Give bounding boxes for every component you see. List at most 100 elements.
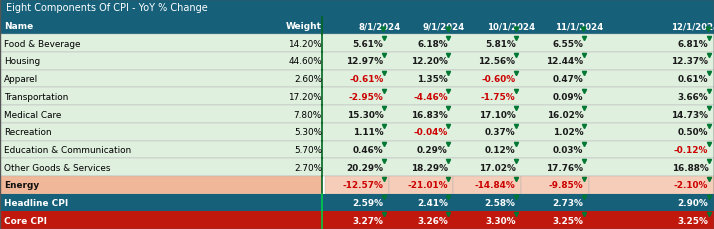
Text: 12.20%: 12.20% — [411, 57, 448, 66]
Text: Eight Components Of CPI - YoY % Change: Eight Components Of CPI - YoY % Change — [6, 3, 208, 14]
Text: 11/1/2024: 11/1/2024 — [555, 22, 603, 31]
Text: 12.97%: 12.97% — [346, 57, 383, 66]
Text: Education & Communication: Education & Communication — [4, 145, 131, 154]
Text: 0.03%: 0.03% — [553, 145, 583, 154]
Text: 0.09%: 0.09% — [553, 93, 583, 101]
Text: 0.50%: 0.50% — [678, 128, 708, 136]
Bar — [0, 141, 714, 158]
Bar — [589, 176, 714, 194]
Text: 6.18%: 6.18% — [417, 40, 448, 49]
Text: 0.61%: 0.61% — [678, 75, 708, 84]
Text: 0.46%: 0.46% — [353, 145, 383, 154]
Text: 1.35%: 1.35% — [417, 75, 448, 84]
Text: -0.60%: -0.60% — [481, 75, 516, 84]
Text: Core CPI: Core CPI — [4, 216, 47, 225]
Text: 6.55%: 6.55% — [553, 40, 583, 49]
Text: 9/1/2024: 9/1/2024 — [423, 22, 465, 31]
Bar — [0, 211, 714, 229]
Text: -2.10%: -2.10% — [674, 180, 708, 189]
Text: 15.30%: 15.30% — [347, 110, 383, 119]
Text: 12.44%: 12.44% — [546, 57, 583, 66]
Text: 5.70%: 5.70% — [294, 145, 322, 154]
Bar — [0, 0, 714, 18]
Text: Medical Care: Medical Care — [4, 110, 61, 119]
Text: Recreation: Recreation — [4, 128, 52, 136]
Text: 1.11%: 1.11% — [353, 128, 383, 136]
Text: 0.29%: 0.29% — [417, 145, 448, 154]
Bar — [0, 194, 714, 211]
Text: -12.57%: -12.57% — [343, 180, 383, 189]
Text: 14.20%: 14.20% — [288, 40, 322, 49]
Text: 16.83%: 16.83% — [411, 110, 448, 119]
Text: -0.04%: -0.04% — [413, 128, 448, 136]
Text: Food & Beverage: Food & Beverage — [4, 40, 81, 49]
Text: 3.66%: 3.66% — [678, 93, 708, 101]
Text: -0.61%: -0.61% — [349, 75, 383, 84]
Text: Transportation: Transportation — [4, 93, 69, 101]
Text: 2.90%: 2.90% — [678, 198, 708, 207]
Bar — [0, 35, 714, 53]
Text: Weight: Weight — [286, 22, 322, 31]
Text: 2.59%: 2.59% — [353, 198, 383, 207]
Bar — [0, 88, 714, 106]
Text: 3.27%: 3.27% — [353, 216, 383, 225]
Text: 2.58%: 2.58% — [485, 198, 516, 207]
Text: 44.60%: 44.60% — [288, 57, 322, 66]
Text: 5.61%: 5.61% — [353, 40, 383, 49]
Text: 2.60%: 2.60% — [294, 75, 322, 84]
Text: Other Goods & Services: Other Goods & Services — [4, 163, 111, 172]
Text: 1.02%: 1.02% — [553, 128, 583, 136]
Text: 17.10%: 17.10% — [479, 110, 516, 119]
Text: -4.46%: -4.46% — [413, 93, 448, 101]
Text: 5.30%: 5.30% — [294, 128, 322, 136]
Text: 3.30%: 3.30% — [485, 216, 516, 225]
Text: 17.76%: 17.76% — [546, 163, 583, 172]
Text: 8/1/2024: 8/1/2024 — [358, 22, 401, 31]
Bar — [453, 176, 521, 194]
Bar — [0, 71, 714, 88]
Text: 0.37%: 0.37% — [485, 128, 516, 136]
Bar — [0, 176, 322, 194]
Text: -0.12%: -0.12% — [674, 145, 708, 154]
Text: 12.37%: 12.37% — [671, 57, 708, 66]
Text: 17.20%: 17.20% — [288, 93, 322, 101]
Text: Name: Name — [4, 22, 34, 31]
Text: 3.25%: 3.25% — [678, 216, 708, 225]
Text: 16.02%: 16.02% — [547, 110, 583, 119]
Text: Energy: Energy — [4, 180, 39, 189]
Bar — [0, 106, 714, 123]
Bar — [389, 176, 453, 194]
Bar — [521, 176, 589, 194]
Text: -9.85%: -9.85% — [549, 180, 583, 189]
Text: 6.81%: 6.81% — [678, 40, 708, 49]
Text: 20.29%: 20.29% — [346, 163, 383, 172]
Text: -1.75%: -1.75% — [481, 93, 516, 101]
Bar — [0, 123, 714, 141]
Text: 2.70%: 2.70% — [294, 163, 322, 172]
Text: 16.88%: 16.88% — [672, 163, 708, 172]
Text: 2.73%: 2.73% — [553, 198, 583, 207]
Text: -21.01%: -21.01% — [407, 180, 448, 189]
Text: Apparel: Apparel — [4, 75, 39, 84]
Text: 17.02%: 17.02% — [478, 163, 516, 172]
Text: 10/1/2024: 10/1/2024 — [487, 22, 535, 31]
Bar — [0, 18, 714, 35]
Text: 12.56%: 12.56% — [478, 57, 516, 66]
Text: 14.73%: 14.73% — [671, 110, 708, 119]
Text: 7.80%: 7.80% — [293, 110, 322, 119]
Text: 5.81%: 5.81% — [485, 40, 516, 49]
Text: 2.41%: 2.41% — [417, 198, 448, 207]
Text: -2.95%: -2.95% — [348, 93, 383, 101]
Text: 3.25%: 3.25% — [553, 216, 583, 225]
Text: 18.29%: 18.29% — [411, 163, 448, 172]
Bar — [325, 176, 389, 194]
Text: 0.12%: 0.12% — [485, 145, 516, 154]
Text: Headline CPI: Headline CPI — [4, 198, 69, 207]
Text: 3.26%: 3.26% — [417, 216, 448, 225]
Bar — [0, 53, 714, 71]
Text: -14.84%: -14.84% — [475, 180, 516, 189]
Bar — [0, 158, 714, 176]
Text: Housing: Housing — [4, 57, 41, 66]
Text: 0.47%: 0.47% — [553, 75, 583, 84]
Text: 12/1/2024: 12/1/2024 — [671, 22, 714, 31]
